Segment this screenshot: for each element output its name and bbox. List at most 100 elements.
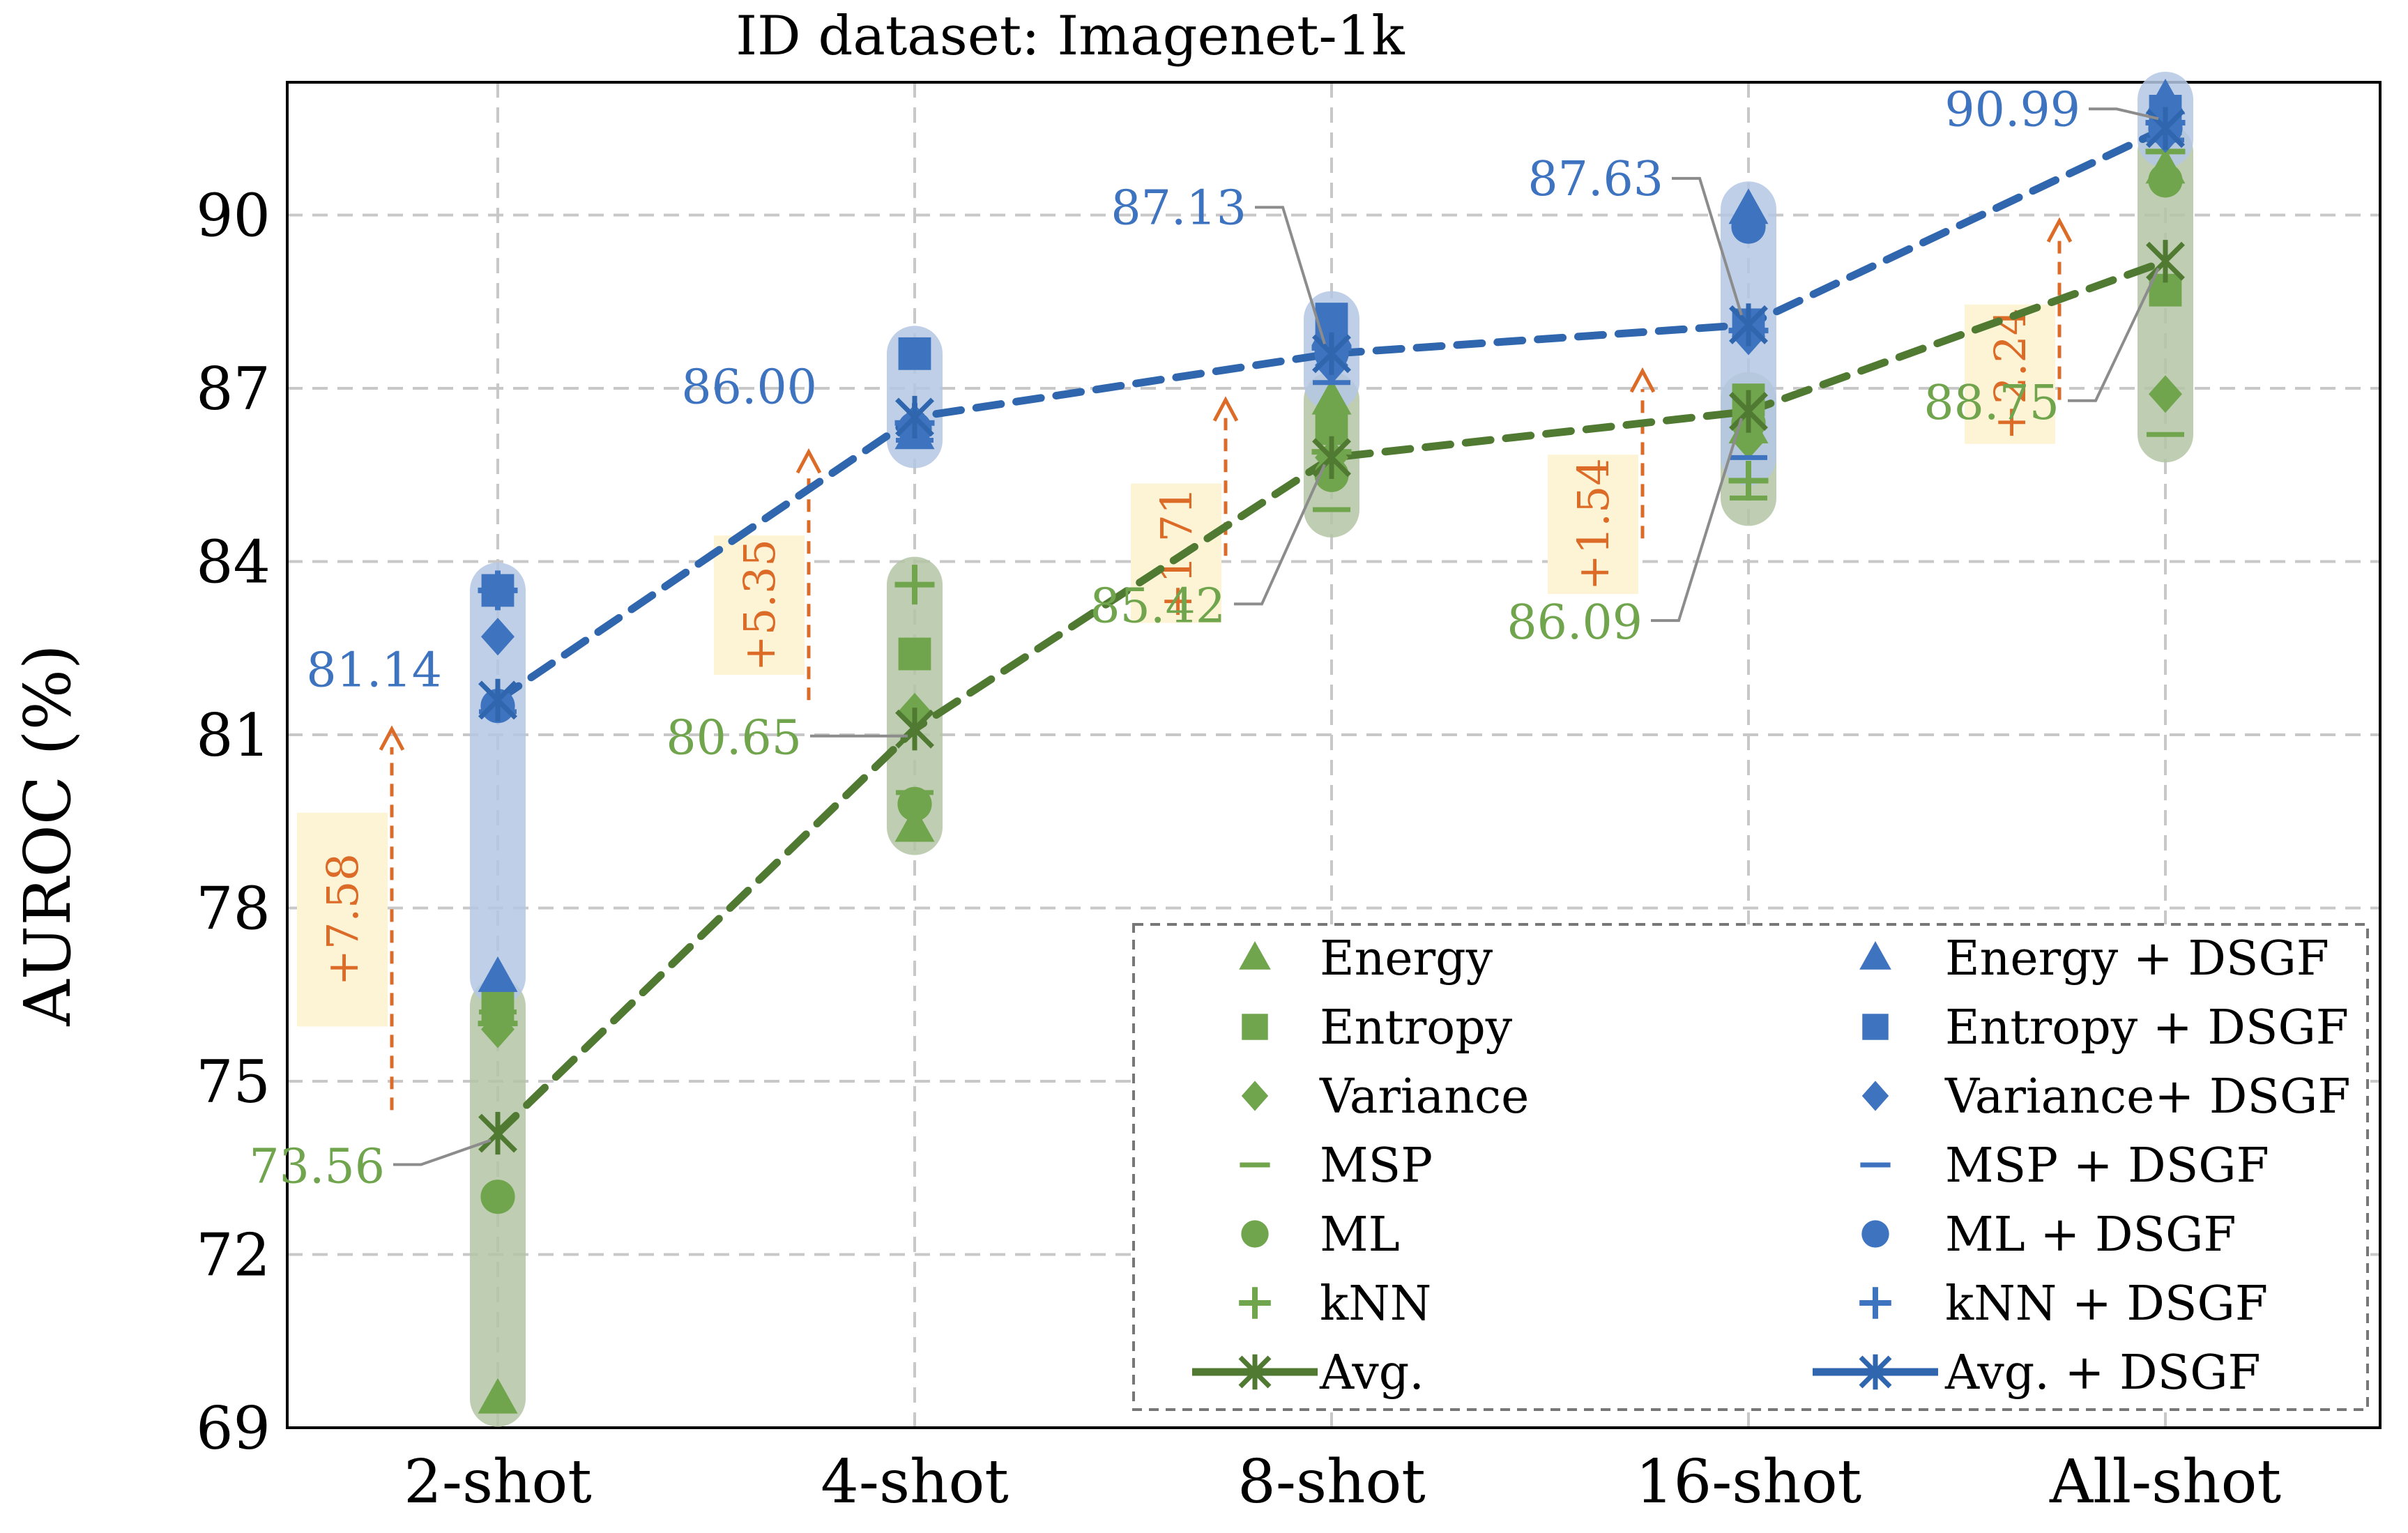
data-point-base-x: [1729, 390, 1768, 433]
legend-marker-square-icon: [1862, 1014, 1889, 1040]
legend-item: kNN: [1239, 1276, 1431, 1332]
dsgf-callout-line: [1255, 206, 1326, 344]
x-tick-label: 8-shot: [1237, 1447, 1426, 1517]
dsgf-callout-line: [2089, 107, 2159, 121]
data-point-base-x: [2146, 240, 2185, 283]
gain-box: [297, 812, 388, 1027]
legend-label: MSP + DSGF: [1945, 1138, 2269, 1193]
data-point-dsgf-x: [1729, 303, 1768, 346]
data-point-dsgf-x: [895, 395, 934, 439]
base-avg-label: 80.65: [666, 711, 802, 766]
y-tick-label: 84: [196, 528, 270, 597]
legend: Energy Entropy Variance MSP ML kNN Avg. Energy …: [1132, 923, 2369, 1411]
data-point-base-plus: [1728, 461, 1769, 501]
gain-label: +7.58: [317, 853, 368, 986]
legend-label: Entropy: [1320, 1000, 1513, 1055]
legend-item: MSP: [1240, 1138, 1433, 1193]
legend-item: Entropy + DSGF: [1862, 1000, 2349, 1055]
data-point-base-triangle: [894, 806, 935, 842]
data-point-base-diamond: [2149, 375, 2182, 413]
chart-title: ID dataset: Imagenet-1k: [736, 5, 1405, 68]
base-callout-line: [1651, 418, 1743, 623]
dsgf-avg-label: 87.63: [1527, 152, 1663, 207]
y-axis-label: AUROC (%): [10, 644, 85, 1027]
data-point-base-triangle: [1311, 379, 1352, 415]
legend-item: Avg. + DSGF: [1813, 1345, 2261, 1401]
y-tick-label: 81: [196, 701, 270, 770]
legend-item: ML: [1241, 1207, 1400, 1263]
y-tick-label: 78: [196, 875, 270, 943]
legend-item: MSP + DSGF: [1860, 1138, 2269, 1193]
data-point-dsgf-diamond: [481, 618, 515, 656]
y-tick-label: 75: [196, 1048, 270, 1116]
x-tick-label: 16-shot: [1636, 1447, 1861, 1517]
legend-label: Entropy + DSGF: [1945, 1000, 2349, 1055]
base-avg-label: 88.75: [1923, 376, 2059, 431]
y-tick-label: 69: [196, 1394, 270, 1463]
dsgf-range-band: [470, 562, 526, 1005]
legend-marker-diamond-icon: [1241, 1081, 1269, 1111]
base-callout-line: [393, 1138, 491, 1166]
gain-arrow-head: [1212, 396, 1239, 422]
plot-frame: [286, 81, 2382, 1429]
data-point-base-x: [478, 1111, 517, 1155]
legend-item: Entropy: [1242, 1000, 1513, 1055]
data-point-base-circle: [897, 786, 932, 822]
legend-marker-circle-icon: [1861, 1220, 1889, 1248]
legend-marker-plus-icon: [1859, 1287, 1891, 1319]
legend-label: Variance: [1319, 1069, 1529, 1124]
base-avg-label: 85.42: [1090, 579, 1226, 634]
data-point-base-circle: [480, 1180, 515, 1214]
base-callout-line: [2068, 267, 2160, 402]
legend-item: Energy + DSGF: [1859, 931, 2329, 986]
data-point-base-x: [1312, 436, 1351, 480]
legend-label: ML: [1320, 1207, 1400, 1263]
data-point-base-plus: [894, 565, 935, 605]
gain-annotations: +7.58 +5.35 +1.71 +1.54 +2.24: [297, 217, 2073, 1111]
legend-marker-diamond-icon: [1861, 1081, 1889, 1111]
legend-label: kNN: [1320, 1276, 1431, 1332]
y-tick-label: 90: [196, 182, 270, 250]
legend-label: MSP: [1320, 1138, 1433, 1193]
x-tick-label: 4-shot: [821, 1447, 1009, 1517]
gain-arrow-head: [795, 448, 822, 474]
legend-box: [1132, 923, 2369, 1411]
legend-marker-square-icon: [1242, 1014, 1268, 1040]
y-tick-label: 72: [196, 1221, 270, 1290]
gain-label: +5.35: [734, 539, 785, 671]
gain-box: [1548, 455, 1638, 595]
dsgf-avg-label: 87.13: [1111, 181, 1247, 236]
legend-marker-x-icon: [1859, 1354, 1892, 1390]
data-point-dsgf-triangle: [478, 956, 518, 992]
legend-item: Energy: [1239, 931, 1493, 986]
dsgf-avg-label: 90.99: [1944, 82, 2080, 137]
legend-label: Avg.: [1319, 1345, 1424, 1401]
gain-arrow-head: [379, 725, 405, 751]
gain-arrow-head: [1629, 367, 1656, 393]
legend-marker-triangle-icon: [1859, 941, 1891, 970]
data-point-base-plus: [478, 1003, 518, 1044]
base-avg-label: 86.09: [1507, 595, 1643, 650]
legend-label: Energy + DSGF: [1945, 931, 2329, 986]
base-callout-line: [1234, 464, 1326, 606]
legend-label: Avg. + DSGF: [1944, 1345, 2261, 1401]
x-tick-label: All-shot: [2049, 1447, 2281, 1517]
legend-marker-x-icon: [1238, 1354, 1272, 1390]
base-avg-label: 73.56: [249, 1140, 385, 1195]
legend-item: Variance+ DSGF: [1861, 1069, 2351, 1124]
legend-label: ML + DSGF: [1945, 1207, 2236, 1263]
legend-label: Variance+ DSGF: [1944, 1069, 2351, 1124]
gain-box: [714, 535, 805, 676]
data-point-dsgf-plus: [478, 570, 518, 611]
data-point-base-square: [898, 637, 931, 671]
avg-line-dsgf: [494, 124, 2170, 704]
data-markers: [478, 78, 2186, 1414]
x-tick-label: 2-shot: [404, 1447, 592, 1517]
legend-item: kNN + DSGF: [1859, 1276, 2268, 1332]
legend-item: Variance: [1241, 1069, 1529, 1124]
gain-box: [1131, 483, 1221, 623]
dsgf-avg-label: 81.14: [306, 643, 442, 698]
data-point-base-x: [895, 708, 934, 751]
data-point-dsgf-square: [898, 337, 931, 370]
y-tick-label: 87: [196, 355, 270, 423]
